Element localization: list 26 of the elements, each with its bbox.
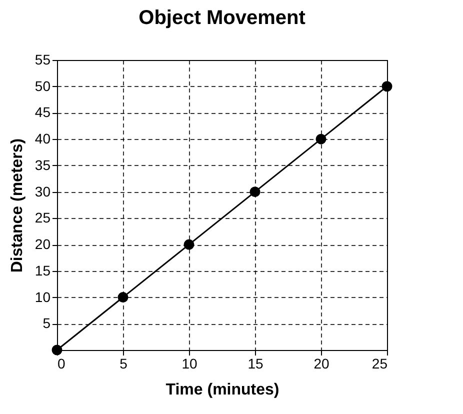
point	[118, 292, 128, 303]
y-tick-label: 30	[34, 183, 51, 200]
y-tick-label: 45	[34, 104, 51, 120]
x-tick-label: 10	[182, 356, 198, 372]
y-tick-label: 40	[34, 130, 51, 147]
y-tick-label: 25	[34, 210, 51, 226]
x-axis-title: Time (minutes)	[166, 382, 280, 398]
point	[382, 81, 392, 92]
y-tick-label: 10	[34, 288, 51, 305]
point	[316, 134, 326, 144]
point	[184, 239, 194, 250]
x-tick-label: 0	[58, 356, 66, 372]
y-tick-label: 55	[34, 52, 51, 68]
x-tick-label: 20	[314, 356, 330, 372]
y-tick-label: 50	[34, 78, 51, 94]
x-tick-label: 15	[248, 356, 264, 372]
chart-title: Object Movement	[138, 7, 306, 29]
y-tick-label: 20	[34, 236, 51, 252]
point	[250, 186, 260, 198]
x-tick-label: 5	[120, 356, 128, 372]
y-tick-label: 5	[42, 315, 51, 332]
x-tick-label: 25	[372, 356, 388, 372]
y-axis-title: Distance (meters)	[8, 138, 26, 273]
y-tick-label: 35	[34, 156, 51, 173]
y-tick-label: 15	[34, 262, 51, 278]
point	[52, 344, 62, 356]
